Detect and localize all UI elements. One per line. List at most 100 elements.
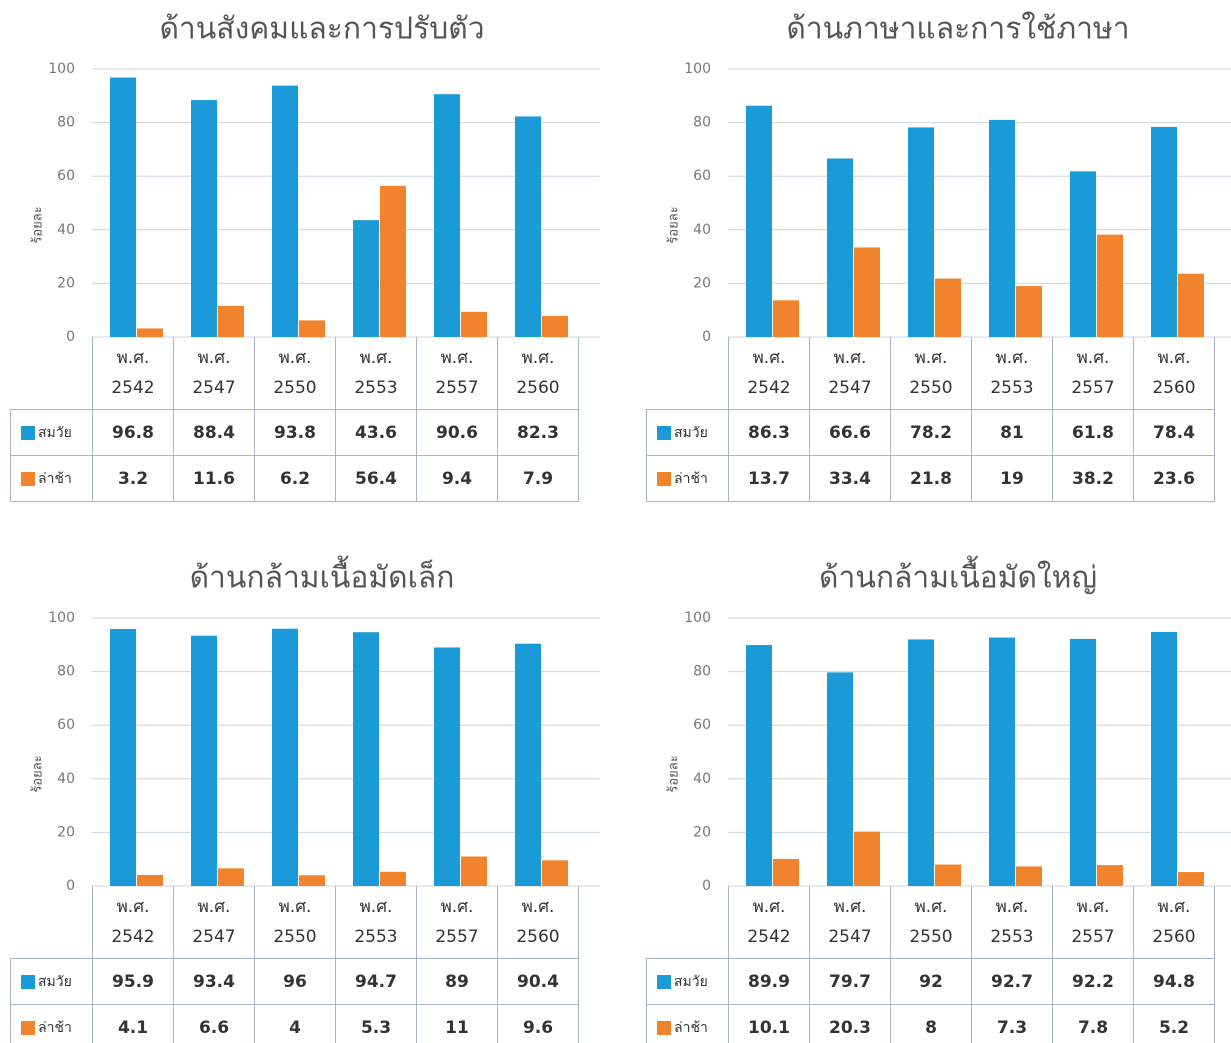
y-tick-label: 0 xyxy=(702,878,711,894)
value-cell: 96.8 xyxy=(92,409,174,456)
value-cell: 4.1 xyxy=(92,1004,174,1043)
bar xyxy=(1070,638,1096,886)
value-cell: 92.2 xyxy=(1052,958,1134,1005)
legend-label: ล่าช้า xyxy=(674,470,708,487)
value-cell: 6.6 xyxy=(173,1004,255,1043)
y-tick-label: 0 xyxy=(702,329,711,345)
bar xyxy=(191,100,217,337)
category-cell: พ.ศ. 2550 xyxy=(890,886,972,959)
value-cell: 9.6 xyxy=(497,1004,579,1043)
y-tick-label: 20 xyxy=(693,275,711,291)
value-cell: 92.7 xyxy=(971,958,1053,1005)
value-cell: 88.4 xyxy=(173,409,255,456)
category-cell: พ.ศ. 2547 xyxy=(809,337,891,410)
category-cell: พ.ศ. 2553 xyxy=(971,886,1053,959)
category-cell: พ.ศ. 2560 xyxy=(497,886,579,959)
bar xyxy=(542,315,568,337)
bar xyxy=(353,632,379,886)
bar xyxy=(1151,126,1177,337)
y-tick-label: 0 xyxy=(66,878,75,894)
legend-label: สมวัย xyxy=(38,973,72,990)
category-cell: พ.ศ. 2542 xyxy=(728,886,810,959)
bar xyxy=(110,628,136,886)
legend-swatch xyxy=(657,1020,671,1035)
category-cell: พ.ศ. 2557 xyxy=(416,337,498,410)
bar xyxy=(191,635,217,886)
bar xyxy=(515,116,541,337)
legend-swatch xyxy=(21,471,35,486)
bar xyxy=(1151,631,1177,886)
legend-cell: สมวัย xyxy=(646,958,729,1005)
y-tick-label: 100 xyxy=(48,610,75,626)
bar xyxy=(908,639,934,886)
y-tick-label: 40 xyxy=(57,222,75,238)
y-tick-label: 40 xyxy=(57,771,75,787)
bar xyxy=(935,864,961,886)
category-cell: พ.ศ. 2557 xyxy=(1052,886,1134,959)
category-cell: พ.ศ. 2553 xyxy=(335,886,417,959)
category-cell: พ.ศ. 2542 xyxy=(92,337,174,410)
y-tick-label: 20 xyxy=(693,824,711,840)
category-cell: พ.ศ. 2547 xyxy=(173,886,255,959)
bar xyxy=(1016,286,1042,337)
value-cell: 82.3 xyxy=(497,409,579,456)
category-cell: พ.ศ. 2553 xyxy=(335,337,417,410)
y-tick-label: 20 xyxy=(57,275,75,291)
legend-swatch xyxy=(657,471,671,486)
value-cell: 93.8 xyxy=(254,409,336,456)
bar xyxy=(1178,872,1204,886)
y-tick-label: 60 xyxy=(57,168,75,184)
category-cell: พ.ศ. 2553 xyxy=(971,337,1053,410)
category-cell: พ.ศ. 2557 xyxy=(416,886,498,959)
y-tick-label: 0 xyxy=(66,329,75,345)
category-cell: พ.ศ. 2542 xyxy=(92,886,174,959)
value-cell: 93.4 xyxy=(173,958,255,1005)
bar xyxy=(299,875,325,886)
legend-swatch xyxy=(657,974,671,989)
y-tick-label: 80 xyxy=(57,115,75,131)
bar xyxy=(1097,865,1123,886)
value-cell: 78.4 xyxy=(1133,409,1215,456)
legend-label: ล่าช้า xyxy=(38,1019,72,1036)
value-cell: 89.9 xyxy=(728,958,810,1005)
y-tick-label: 100 xyxy=(48,61,75,77)
value-cell: 90.4 xyxy=(497,958,579,1005)
value-cell: 4 xyxy=(254,1004,336,1043)
value-cell: 3.2 xyxy=(92,455,174,502)
value-cell: 21.8 xyxy=(890,455,972,502)
category-cell: พ.ศ. 2542 xyxy=(728,337,810,410)
value-cell: 13.7 xyxy=(728,455,810,502)
value-cell: 7.8 xyxy=(1052,1004,1134,1043)
y-tick-label: 40 xyxy=(693,771,711,787)
bar xyxy=(434,647,460,886)
y-axis-label: ร้อยละ xyxy=(31,755,46,792)
value-cell: 9.4 xyxy=(416,455,498,502)
chart-title: ด้านกล้ามเนื้อมัดใหญ่ xyxy=(819,556,1097,596)
value-cell: 33.4 xyxy=(809,455,891,502)
value-cell: 78.2 xyxy=(890,409,972,456)
bar xyxy=(272,85,298,337)
bar xyxy=(461,311,487,337)
value-cell: 6.2 xyxy=(254,455,336,502)
value-cell: 56.4 xyxy=(335,455,417,502)
legend-cell: ล่าช้า xyxy=(10,455,93,502)
value-cell: 92 xyxy=(890,958,972,1005)
y-tick-label: 40 xyxy=(693,222,711,238)
value-cell: 79.7 xyxy=(809,958,891,1005)
chart-title: ด้านกล้ามเนื้อมัดเล็ก xyxy=(190,556,455,596)
y-tick-label: 80 xyxy=(693,664,711,680)
bar xyxy=(773,858,799,886)
y-axis-label: ร้อยละ xyxy=(667,206,682,243)
legend-cell: ล่าช้า xyxy=(10,1004,93,1043)
category-cell: พ.ศ. 2547 xyxy=(173,337,255,410)
bar xyxy=(827,158,853,337)
y-tick-label: 100 xyxy=(684,61,711,77)
value-cell: 66.6 xyxy=(809,409,891,456)
value-cell: 10.1 xyxy=(728,1004,810,1043)
category-cell: พ.ศ. 2547 xyxy=(809,886,891,959)
value-cell: 89 xyxy=(416,958,498,1005)
bar xyxy=(854,831,880,886)
value-cell: 11 xyxy=(416,1004,498,1043)
bar xyxy=(110,77,136,338)
